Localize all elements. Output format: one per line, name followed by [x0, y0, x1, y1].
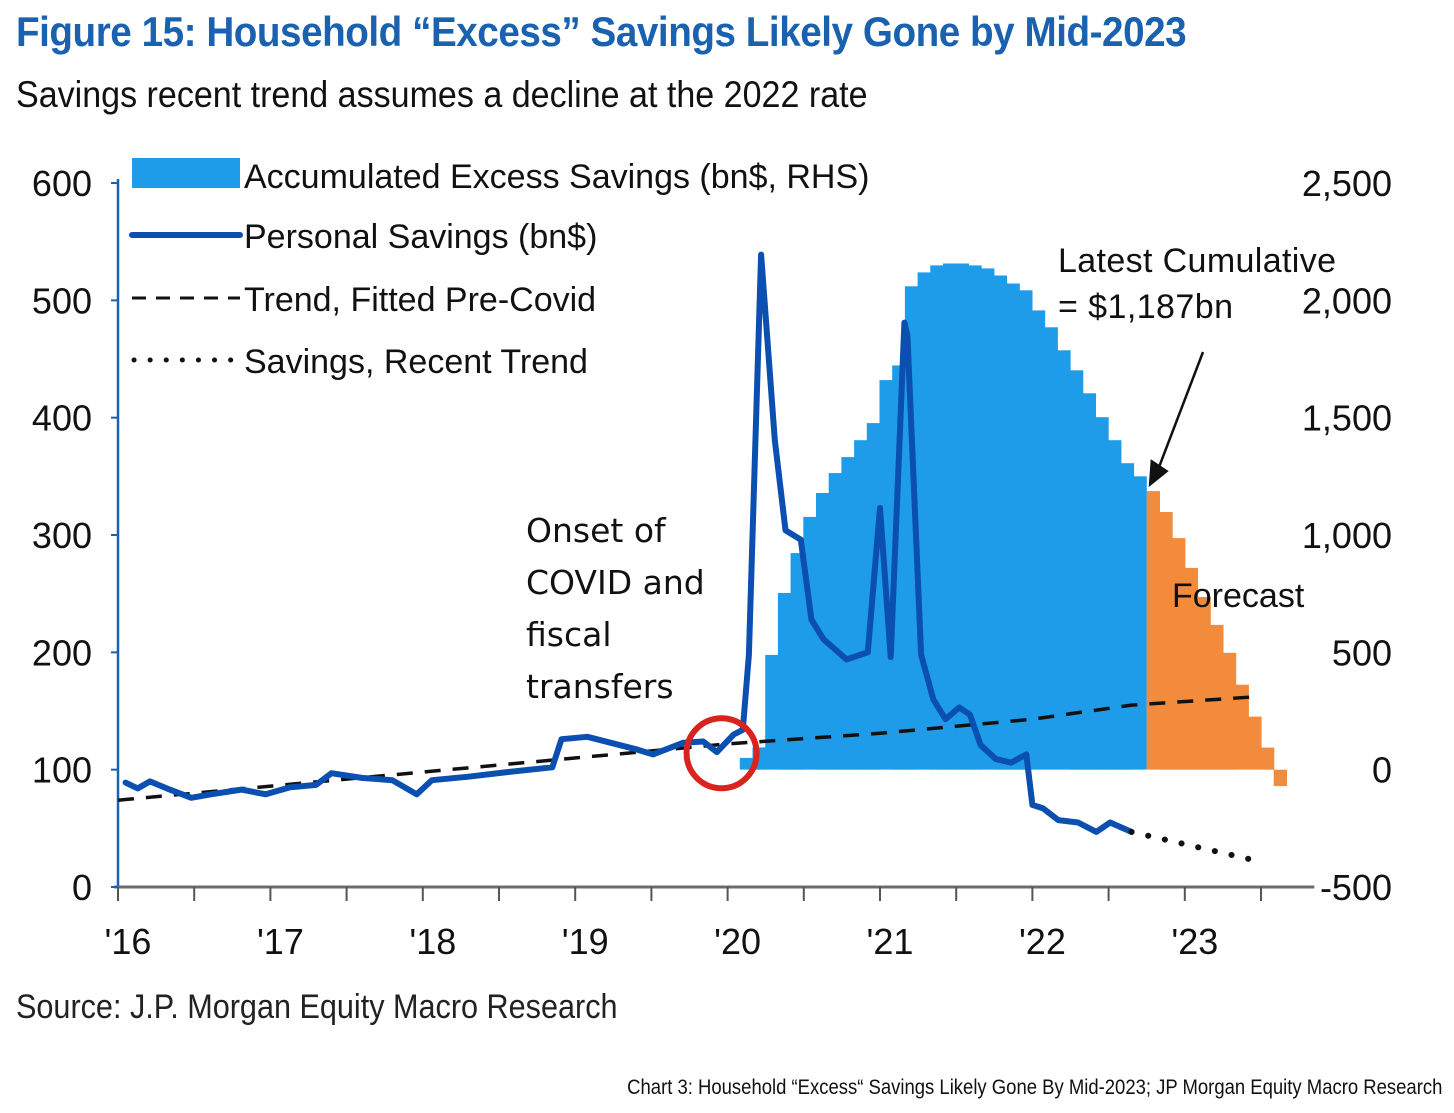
left-axis-tick-label: 500 [32, 280, 92, 321]
left-axis-tick-label: 100 [32, 750, 92, 791]
right-axis-tick-label: 0 [1372, 750, 1392, 791]
x-axis-tick-label: '20 [714, 921, 761, 962]
x-axis-tick-label: '16 [105, 921, 152, 962]
excess-savings-bar [816, 493, 830, 770]
excess-savings-bar [1019, 290, 1033, 770]
forecast-bar [1248, 716, 1262, 770]
annotation-latest-cumulative-text: Latest Cumulative [1058, 242, 1336, 280]
source-note: Source: J.P. Morgan Equity Macro Researc… [16, 988, 618, 1026]
annotation-arrow-head [1148, 459, 1169, 488]
legend-swatch-excess-savings [132, 158, 240, 188]
forecast-bar [1222, 652, 1237, 770]
annotation-covid-text: fiscal [526, 615, 612, 654]
personal-savings-line [122, 251, 1135, 835]
x-axis-tick-label: '19 [562, 921, 609, 962]
forecast-bar [1235, 684, 1249, 770]
savings-recent-trend-line [1128, 828, 1257, 863]
legend-label-recent-trend: Savings, Recent Trend [244, 343, 588, 381]
excess-savings-bar [1120, 463, 1135, 770]
left-axis-tick-label: 300 [32, 515, 92, 556]
right-axis-tick-label: 1,000 [1302, 515, 1392, 556]
excess-savings-bar [1006, 283, 1020, 770]
excess-savings-bar [854, 440, 868, 770]
right-axis-tick-label: 2,000 [1302, 280, 1392, 321]
left-axis-tick-label: 200 [32, 632, 92, 673]
forecast-bar [1159, 512, 1173, 770]
forecast-bar [1261, 747, 1275, 770]
annotation-forecast-text: Forecast [1172, 577, 1305, 615]
x-axis-tick-label: '17 [257, 921, 304, 962]
excess-savings-bar [739, 757, 754, 770]
excess-savings-bar [1082, 393, 1096, 770]
annotation-latest-cumulative-text: = $1,187bn [1058, 288, 1233, 326]
left-axis-tick-label: 0 [72, 867, 92, 908]
excess-savings-bar [765, 654, 779, 770]
legend-label-personal-savings: Personal Savings (bn$) [244, 218, 597, 256]
excess-savings-bar [1031, 310, 1046, 770]
forecast-bar [1184, 567, 1199, 770]
forecast-bar [1146, 491, 1160, 770]
excess-savings-bar [917, 272, 931, 770]
forecast-bar [1197, 597, 1211, 770]
x-axis-tick-label: '18 [409, 921, 456, 962]
excess-savings-bar [993, 275, 1008, 770]
axes-layer: 0 100 200 300 400 500 600 -500 0 500 1,000 1,500 2,0… [32, 163, 1392, 962]
x-axis-tick-label: '23 [1171, 921, 1218, 962]
x-axis-tick-label: '22 [1019, 921, 1066, 962]
annotation-covid-text: Onset of [526, 511, 667, 550]
forecast-bar [1210, 624, 1224, 770]
excess-savings-bar [1108, 440, 1122, 770]
chart-title: Figure 15: Household “Excess” Savings Li… [16, 8, 1187, 55]
left-axis-tick-label: 400 [32, 398, 92, 439]
x-axis-tick-label: '21 [867, 921, 914, 962]
annotation-covid-text: COVID and [526, 563, 705, 602]
forecast-bar [1172, 538, 1186, 770]
right-axis-tick-label: 500 [1332, 632, 1392, 673]
excess-savings-bar [841, 457, 855, 770]
excess-savings-bar [1057, 350, 1071, 770]
legend-label-trend: Trend, Fitted Pre-Covid [244, 281, 596, 319]
chart-subtitle: Savings recent trend assumes a decline a… [16, 74, 868, 115]
excess-savings-bar [790, 553, 804, 770]
excess-savings-bar [1044, 327, 1058, 770]
excess-savings-bar [930, 265, 944, 770]
right-axis-tick-label: 2,500 [1302, 163, 1392, 204]
excess-savings-bar [777, 593, 792, 770]
excess-savings-bar [1095, 417, 1109, 770]
annotation-covid-text: transfers [526, 667, 674, 706]
highlight-circle [683, 715, 760, 792]
annotation-arrow-shaft [1155, 351, 1205, 474]
image-caption: Chart 3: Household “Excess“ Savings Like… [626, 1076, 1442, 1099]
legend-label-excess-savings: Accumulated Excess Savings (bn$, RHS) [244, 158, 869, 196]
excess-savings-bar [828, 473, 842, 770]
bars-layer [739, 263, 1287, 787]
excess-savings-bar [981, 268, 995, 770]
forecast-bar [1273, 769, 1287, 787]
annotations-layer: Onset of COVID and fiscal transfers Latest C… [526, 242, 1336, 792]
excess-savings-bar [968, 265, 982, 770]
lines-layer [117, 251, 1257, 863]
left-axis-tick-label: 600 [32, 163, 92, 204]
trend-fitted-pre-covid-line [117, 695, 1254, 802]
excess-savings-bar [943, 263, 957, 770]
excess-savings-bar [1070, 370, 1084, 770]
right-axis-tick-label: 1,500 [1302, 398, 1392, 439]
legend: Accumulated Excess Savings (bn$, RHS) Pe… [129, 158, 869, 381]
excess-savings-bar [955, 263, 969, 770]
excess-savings-bar [1133, 476, 1147, 770]
right-axis-tick-label: -500 [1320, 867, 1392, 908]
